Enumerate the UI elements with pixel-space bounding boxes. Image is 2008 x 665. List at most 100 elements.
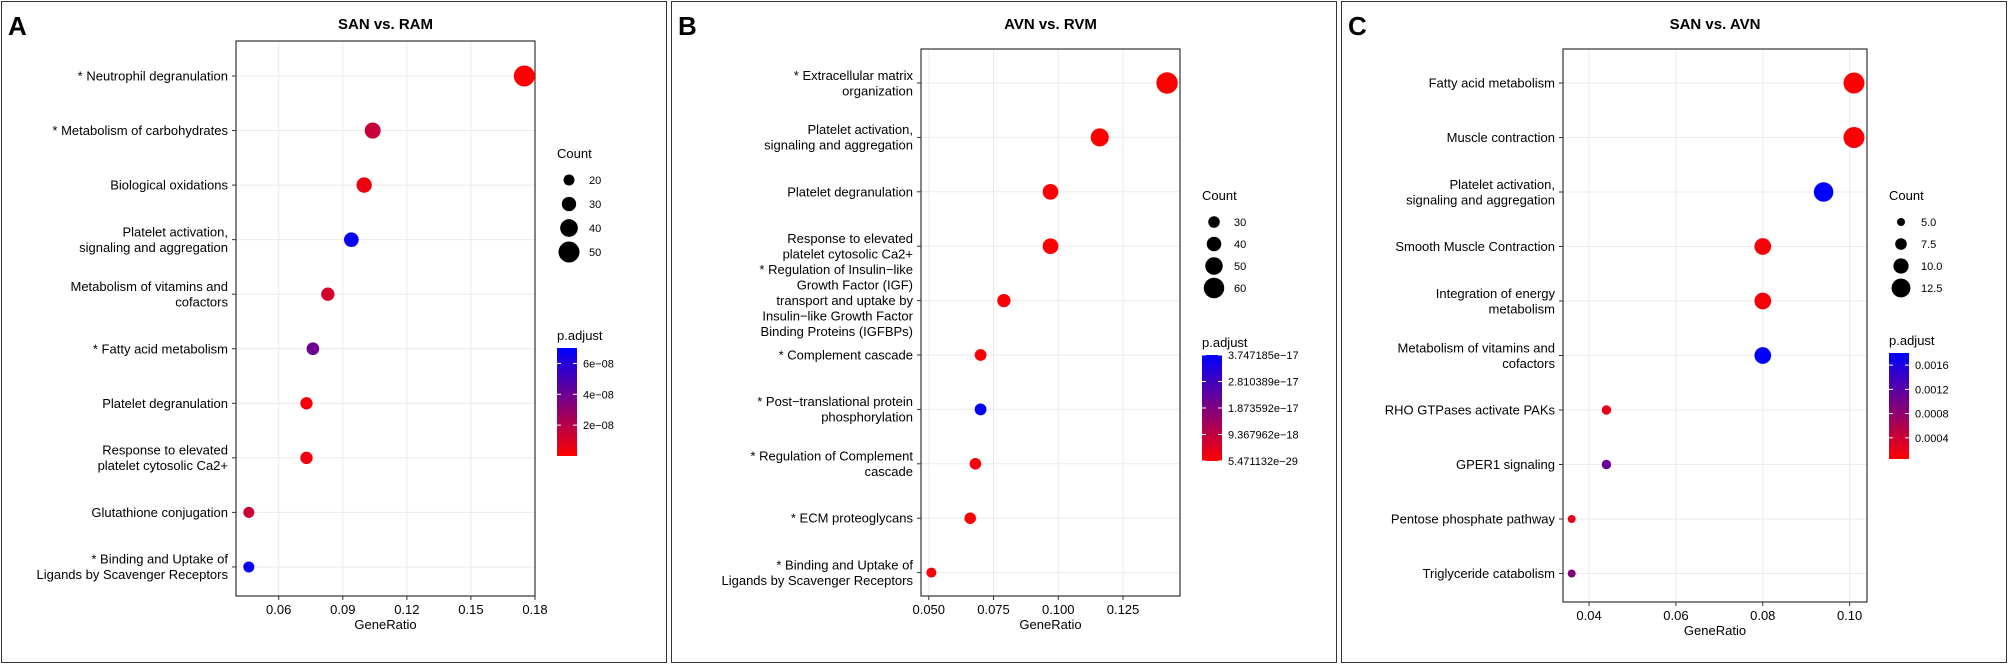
plot-background [236, 41, 535, 596]
y-tick-label: Platelet degranulation [102, 396, 228, 411]
size-legend-dot [1893, 258, 1909, 274]
color-bar-label: 1.873592e−17 [1228, 403, 1299, 415]
plot-background [921, 49, 1180, 596]
data-point [997, 293, 1011, 308]
x-tick-label: 0.15 [458, 602, 483, 617]
size-legend-title: Count [1889, 188, 1924, 203]
x-axis-label: GeneRatio [354, 617, 416, 632]
color-bar [557, 348, 577, 456]
color-bar-label: 4e−08 [583, 389, 614, 401]
plot-background [1563, 49, 1867, 602]
y-tick-label: * Complement cascade [779, 348, 913, 363]
x-tick-label: 0.06 [266, 602, 291, 617]
y-tick-label: * Binding and Uptake of Ligands by Scaven… [721, 557, 913, 588]
color-bar-label: 9.367962e−18 [1228, 430, 1299, 442]
data-point [1567, 569, 1576, 578]
size-legend-label: 50 [589, 247, 601, 259]
x-tick-label: 0.06 [1663, 608, 1688, 623]
size-legend-label: 40 [589, 223, 601, 235]
color-bar-label: 5.471132e−29 [1228, 456, 1298, 468]
color-bar-label: 2.810389e−17 [1228, 377, 1299, 389]
color-bar-label: 6e−08 [583, 358, 614, 370]
x-tick-label: 0.075 [977, 602, 1010, 617]
data-point [513, 65, 535, 87]
size-legend-label: 7.5 [1921, 239, 1936, 251]
y-tick-label: Metabolism of vitamins and cofactors [1397, 340, 1555, 371]
y-tick-label: * Regulation of Insulin−like Growth Facto… [759, 262, 913, 339]
data-point [964, 512, 976, 524]
chart-title: SAN vs. AVN [1670, 16, 1761, 33]
y-tick-label: Triglyceride catabolism [1423, 566, 1555, 581]
y-tick-label: Pentose phosphate pathway [1391, 512, 1556, 527]
chart-title: AVN vs. RVM [1004, 16, 1097, 33]
dot-plot-b: B AVN vs. RVM * Extracellular matrix organi… [678, 11, 1299, 632]
data-point [926, 567, 937, 578]
size-legend-label: 30 [1234, 217, 1246, 229]
color-bar [1889, 353, 1909, 459]
data-point [1601, 405, 1612, 415]
y-tick-label: * Fatty acid metabolism [93, 341, 228, 356]
y-tick-label: Biological oxidations [110, 178, 228, 193]
size-legend-dot [560, 219, 578, 237]
size-legend-dot [1203, 277, 1225, 299]
y-tick-label: Integration of energy metabolism [1436, 286, 1556, 317]
y-tick-label: Platelet activation, signaling and aggreg… [1406, 177, 1555, 208]
x-tick-label: 0.100 [1042, 602, 1075, 617]
size-legend-dot [1208, 216, 1220, 228]
data-point [343, 232, 359, 247]
color-bar [1202, 355, 1222, 461]
data-point [321, 287, 335, 301]
x-tick-label: 0.08 [1750, 608, 1775, 623]
size-legend-dot [1895, 238, 1907, 250]
y-tick-label: * Post−translational protein phosphorylat… [757, 394, 913, 425]
y-tick-label: * Binding and Uptake of Ligands by Scaven… [36, 552, 228, 583]
size-legend-dot [558, 241, 580, 263]
data-point [243, 506, 255, 518]
y-tick-label: Muscle contraction [1447, 130, 1555, 145]
size-legend-label: 5.0 [1921, 217, 1936, 229]
plot-border [235, 40, 536, 597]
dot-plot-c: C SAN vs. AVN Fatty acid metabolism Muscle … [1348, 11, 1949, 638]
size-legend-label: 50 [1234, 261, 1246, 273]
data-point [1090, 128, 1109, 147]
data-point [1843, 72, 1865, 94]
size-legend-dot [1206, 236, 1222, 252]
y-tick-label: Smooth Muscle Contraction [1395, 239, 1555, 254]
panel-letter: C [1348, 11, 1367, 41]
y-tick-label: RHO GTPases activate PAKs [1385, 403, 1556, 418]
x-tick-label: 0.125 [1107, 602, 1140, 617]
size-legend-dot [561, 196, 577, 212]
data-point [306, 342, 320, 356]
y-tick-label: Metabolism of vitamins and cofactors [70, 279, 228, 310]
color-bar-label: 0.0004 [1915, 433, 1949, 445]
panel-letter: A [8, 11, 27, 41]
plot-border [1562, 48, 1868, 603]
chart-title: SAN vs. RAM [338, 16, 433, 33]
data-point [1843, 127, 1865, 148]
panel-letter: B [678, 11, 697, 41]
color-legend-title: p.adjust [1202, 335, 1248, 350]
y-tick-label: * Metabolism of carbohydrates [52, 123, 228, 138]
size-legend-label: 20 [589, 175, 601, 187]
y-tick-label: * Regulation of Complement cascade [750, 449, 913, 480]
data-point [1601, 459, 1612, 470]
data-point [364, 122, 381, 139]
y-tick-label: * Neutrophil degranulation [78, 69, 228, 84]
y-tick-label: Platelet activation, signaling and aggreg… [79, 224, 228, 255]
color-bar-label: 0.0008 [1915, 409, 1949, 421]
data-point [1042, 238, 1059, 255]
size-legend-label: 60 [1234, 283, 1246, 295]
y-tick-label: Platelet degranulation [787, 184, 913, 199]
data-point [1813, 182, 1834, 202]
x-tick-label: 0.09 [330, 602, 355, 617]
color-legend-title: p.adjust [1889, 333, 1935, 348]
y-tick-label: Response to elevated platelet cytosolic C… [783, 231, 913, 262]
data-point [974, 349, 987, 361]
color-bar-label: 0.0016 [1915, 360, 1949, 372]
size-legend-dot [1891, 278, 1911, 298]
x-axis-label: GeneRatio [1019, 617, 1081, 632]
x-tick-label: 0.04 [1576, 608, 1601, 623]
size-legend-label: 10.0 [1921, 261, 1942, 273]
data-point [1754, 347, 1772, 364]
data-point [356, 177, 372, 193]
